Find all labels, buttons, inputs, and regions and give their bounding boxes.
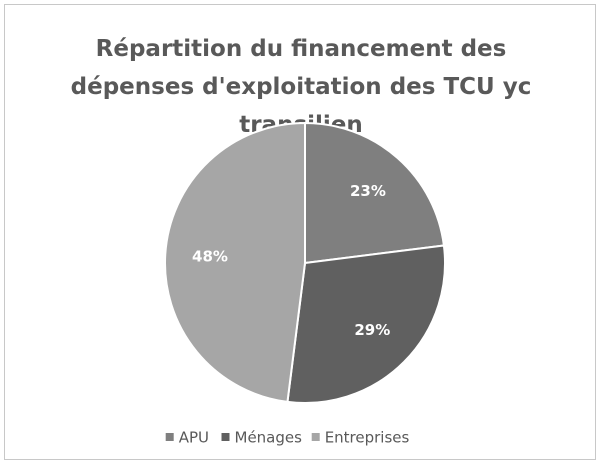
legend-label: Ménages bbox=[235, 429, 303, 447]
legend-swatch bbox=[165, 433, 174, 441]
data-label: 48% bbox=[192, 248, 228, 266]
chart-frame bbox=[4, 4, 596, 460]
data-label: 23% bbox=[350, 182, 386, 200]
legend-label: APU bbox=[179, 429, 209, 447]
legend-swatch bbox=[221, 433, 230, 441]
legend-label: Entreprises bbox=[325, 429, 410, 447]
pie-slice bbox=[164, 121, 306, 404]
pie-slice bbox=[304, 121, 446, 265]
data-label: 29% bbox=[354, 321, 390, 339]
legend-swatch bbox=[311, 433, 320, 441]
pie-slice bbox=[286, 244, 446, 404]
